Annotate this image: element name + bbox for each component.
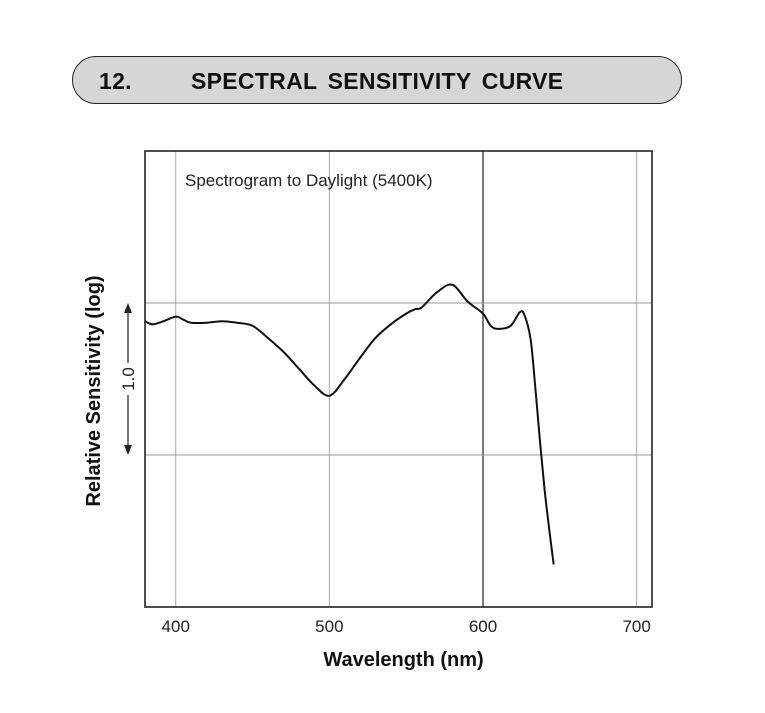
x-tick-label: 600	[469, 617, 497, 636]
scale-arrow-down-icon	[124, 445, 132, 455]
series-line-0	[144, 283, 555, 565]
x-tick-label: 700	[622, 617, 650, 636]
scale-bar-label: 1.0	[119, 367, 138, 391]
x-axis-title: Wavelength (nm)	[323, 649, 483, 671]
plot-frame	[144, 150, 653, 608]
section-title: SPECTRAL SENSITIVITY CURVE	[191, 68, 564, 94]
section-header: 12. SPECTRAL SENSITIVITY CURVE	[72, 56, 682, 104]
x-tick-label: 500	[315, 617, 343, 636]
section-number: 12.	[99, 68, 132, 94]
scale-label-bg	[120, 363, 136, 395]
y-axis-title: Relative Sensitivity (log)	[83, 275, 105, 506]
chart-title: Spectrogram to Daylight (5400K)	[185, 171, 433, 190]
scale-arrow-up-icon	[124, 303, 132, 313]
x-tick-label: 400	[162, 617, 190, 636]
